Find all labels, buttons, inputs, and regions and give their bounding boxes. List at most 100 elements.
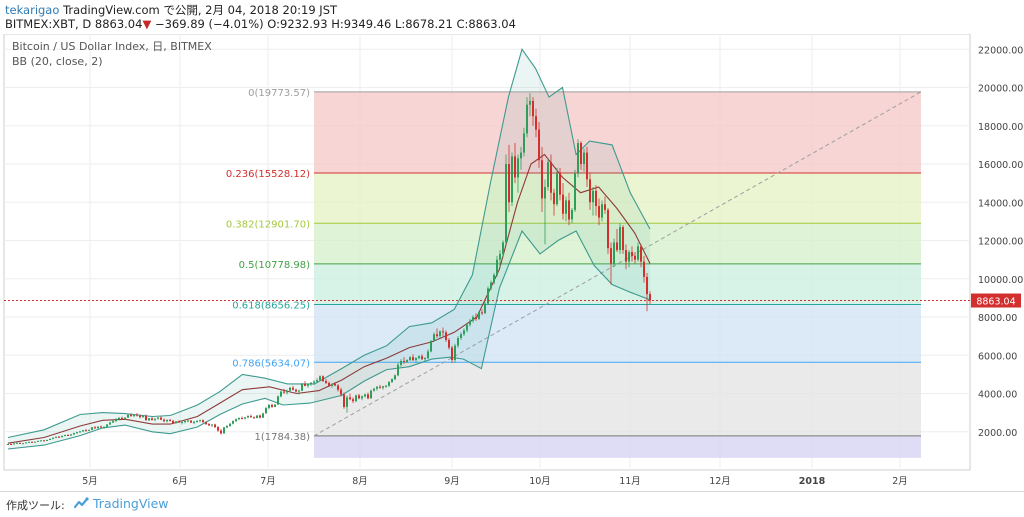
- candle-body: [529, 100, 531, 105]
- chart-header: tekarigao TradingView.com で公開, 2月 04, 20…: [0, 0, 1024, 34]
- candle-body: [346, 397, 348, 407]
- candle-body: [430, 340, 432, 352]
- fib-level-label: 1(1784.38): [254, 432, 310, 443]
- candle-body: [199, 420, 201, 422]
- candle-body: [568, 200, 570, 220]
- fib-band: [314, 362, 921, 436]
- candle-body: [592, 190, 594, 203]
- candle-body: [595, 190, 597, 207]
- candle-body: [514, 156, 516, 178]
- candle-body: [439, 331, 441, 337]
- candle-body: [394, 375, 396, 380]
- candle-body: [82, 430, 84, 432]
- candle-body: [319, 376, 321, 381]
- candle-body: [589, 179, 591, 203]
- candle-body: [406, 360, 408, 362]
- candle-body: [46, 439, 48, 441]
- bb-basis-line: [7, 153, 651, 444]
- candle-body: [139, 415, 141, 418]
- candle-body: [91, 427, 93, 430]
- candle-body: [58, 436, 60, 438]
- candle-body: [292, 387, 294, 390]
- fib-level-label: 0(19773.57): [248, 88, 310, 99]
- candle-body: [103, 426, 105, 428]
- candle-body: [100, 426, 102, 428]
- candle-body: [349, 397, 351, 400]
- fib-level-label: 0.236(15528.12): [226, 169, 310, 180]
- y-tick-label: 14000.00: [978, 198, 1023, 209]
- candle-body: [154, 418, 156, 420]
- publish-text: TradingView.com で公開, 2月 04, 2018 20:19 J…: [63, 3, 338, 17]
- y-tick-label: 22000.00: [978, 45, 1023, 56]
- x-tick-label: 8月: [352, 476, 368, 487]
- candle-body: [460, 334, 462, 339]
- candle-body: [37, 440, 39, 442]
- candle-body: [238, 417, 240, 420]
- candle-body: [289, 387, 291, 391]
- x-tick-label: 6月: [172, 476, 188, 487]
- fib-band: [314, 304, 921, 363]
- candle-body: [307, 384, 309, 386]
- candle-body: [358, 395, 360, 399]
- candle-body: [445, 332, 447, 340]
- tradingview-brand[interactable]: TradingView: [93, 496, 169, 511]
- candle-body: [79, 431, 81, 433]
- candle-body: [502, 242, 504, 254]
- candle-body: [400, 361, 402, 365]
- candle-body: [616, 242, 618, 251]
- candle-body: [499, 253, 501, 260]
- candle-body: [544, 186, 546, 199]
- candle-body: [280, 391, 282, 397]
- candle-body: [340, 389, 342, 395]
- candle-body: [508, 164, 510, 203]
- candle-body: [436, 334, 438, 337]
- candle-body: [298, 390, 300, 392]
- candle-body: [259, 415, 261, 418]
- indicator-label: BB (20, close, 2): [12, 55, 103, 68]
- candle-body: [583, 152, 585, 165]
- candle-body: [28, 441, 30, 443]
- y-tick-label: 12000.00: [978, 237, 1023, 248]
- candle-body: [424, 358, 426, 360]
- candle-body: [391, 379, 393, 383]
- candle-body: [250, 416, 252, 418]
- candle-body: [106, 424, 108, 427]
- candle-body: [52, 437, 54, 439]
- candle-body: [19, 442, 21, 444]
- last-price-tag: [971, 293, 1021, 308]
- candle-body: [535, 116, 537, 130]
- candle-body: [376, 386, 378, 389]
- candle-body: [415, 358, 417, 361]
- candle-body: [316, 380, 318, 382]
- candle-body: [640, 246, 642, 262]
- y-tick-label: 10000.00: [978, 275, 1023, 286]
- candle-body: [145, 415, 147, 421]
- candle-body: [244, 417, 246, 419]
- fib-level-label: 0.618(8656.25): [232, 300, 310, 311]
- x-tick-label: 12月: [709, 476, 731, 487]
- candle-body: [283, 391, 285, 393]
- author-name[interactable]: tekarigao: [5, 3, 60, 17]
- price-chart[interactable]: 22000.00 20000.00 18000.00 16000.00 14000.00…: [0, 34, 1024, 491]
- candle-body: [136, 414, 138, 416]
- candle-body: [550, 162, 552, 193]
- candle-body: [643, 261, 645, 277]
- x-tick-label: 10月: [529, 476, 551, 487]
- candle-body: [34, 441, 36, 443]
- candle-body: [601, 204, 603, 218]
- candle-body: [646, 276, 648, 295]
- candle-body: [265, 408, 267, 414]
- candle-body: [490, 282, 492, 289]
- candle-body: [184, 421, 186, 423]
- candle-body: [397, 364, 399, 376]
- chart-title: Bitcoin / US Dollar Index, 日, BITMEX: [12, 40, 212, 53]
- candle-body: [565, 200, 567, 214]
- candle-body: [526, 104, 528, 134]
- candle-body: [631, 252, 633, 256]
- candle-body: [331, 383, 333, 386]
- y-tick-label: 8000.00: [978, 313, 1017, 324]
- candle-body: [487, 288, 489, 304]
- candle-body: [604, 204, 606, 210]
- candle-body: [547, 162, 549, 187]
- candle-body: [637, 246, 639, 260]
